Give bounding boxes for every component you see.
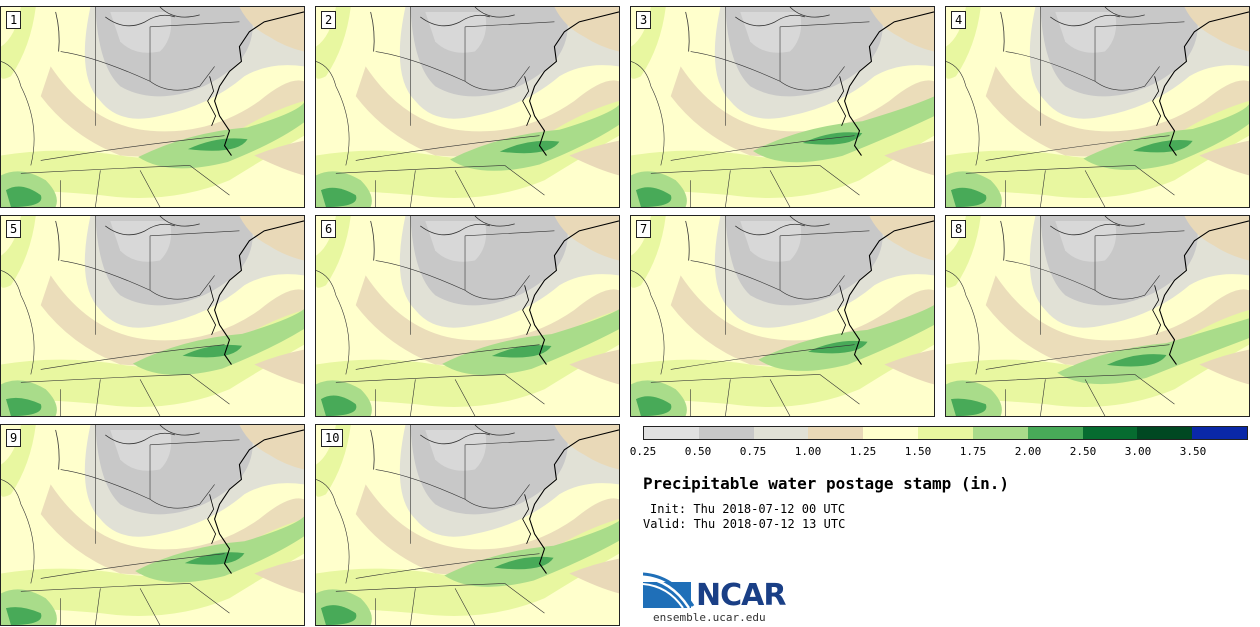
legend-swatch xyxy=(753,427,809,439)
site-url[interactable]: ensemble.ucar.edu xyxy=(653,611,766,624)
member-number-label: 2 xyxy=(321,11,337,29)
legend-tick-label: 0.25 xyxy=(629,445,657,458)
legend-tick-label: 2.50 xyxy=(1069,445,1097,458)
legend-swatch xyxy=(808,427,864,439)
ensemble-member-panel-5: 5 xyxy=(0,215,305,417)
member-number-label: 3 xyxy=(636,11,652,29)
ensemble-member-panel-7: 7 xyxy=(630,215,935,417)
ensemble-member-panel-4: 4 xyxy=(945,6,1250,208)
legend-swatch xyxy=(1137,427,1193,439)
member-number-label: 5 xyxy=(6,220,22,238)
ensemble-member-panel-3: 3 xyxy=(630,6,935,208)
legend-swatch xyxy=(918,427,973,439)
figure-title: Precipitable water postage stamp (in.) xyxy=(643,474,1010,493)
ensemble-member-panel-9: 9 xyxy=(0,424,305,626)
legend-swatch xyxy=(1192,427,1247,439)
color-legend-bar xyxy=(643,426,1248,440)
valid-time: Valid: Thu 2018-07-12 13 UTC xyxy=(643,517,846,531)
ensemble-member-panel-2: 2 xyxy=(315,6,620,208)
member-number-label: 1 xyxy=(6,11,22,29)
ncar-logo-icon xyxy=(643,572,695,609)
legend-swatch xyxy=(863,427,919,439)
legend-tick-label: 1.00 xyxy=(794,445,822,458)
legend-tick-label: 3.50 xyxy=(1179,445,1207,458)
member-number-label: 7 xyxy=(636,220,652,238)
legend-tick-label: 0.50 xyxy=(684,445,712,458)
legend-swatch xyxy=(1082,427,1138,439)
ensemble-member-panel-1: 1 xyxy=(0,6,305,208)
legend-tick-label: 2.00 xyxy=(1014,445,1042,458)
ensemble-member-panel-8: 8 xyxy=(945,215,1250,417)
member-number-label: 6 xyxy=(321,220,337,238)
member-number-label: 10 xyxy=(321,429,344,447)
legend-swatch xyxy=(644,427,699,439)
legend-tick-label: 1.25 xyxy=(849,445,877,458)
legend-tick-label: 3.00 xyxy=(1124,445,1152,458)
legend-tick-label: 1.75 xyxy=(959,445,987,458)
legend-swatch xyxy=(1027,427,1083,439)
ncar-logo-text: NCAR xyxy=(696,578,786,613)
member-number-label: 4 xyxy=(951,11,967,29)
ensemble-member-panel-6: 6 xyxy=(315,215,620,417)
member-number-label: 8 xyxy=(951,220,967,238)
legend-swatch xyxy=(972,427,1028,439)
run-info: Init: Thu 2018-07-12 00 UTC Valid: Thu 20… xyxy=(643,502,845,532)
init-time: Init: Thu 2018-07-12 00 UTC xyxy=(650,502,846,516)
legend-tick-label: 0.75 xyxy=(739,445,767,458)
color-legend-ticks: 0.25 0.50 0.75 1.00 1.25 1.50 1.75 2.00 2.50 3.00… xyxy=(630,445,1250,459)
legend-swatch xyxy=(698,427,754,439)
member-number-label: 9 xyxy=(6,429,22,447)
ensemble-member-panel-10: 10 xyxy=(315,424,620,626)
legend-tick-label: 1.50 xyxy=(904,445,932,458)
